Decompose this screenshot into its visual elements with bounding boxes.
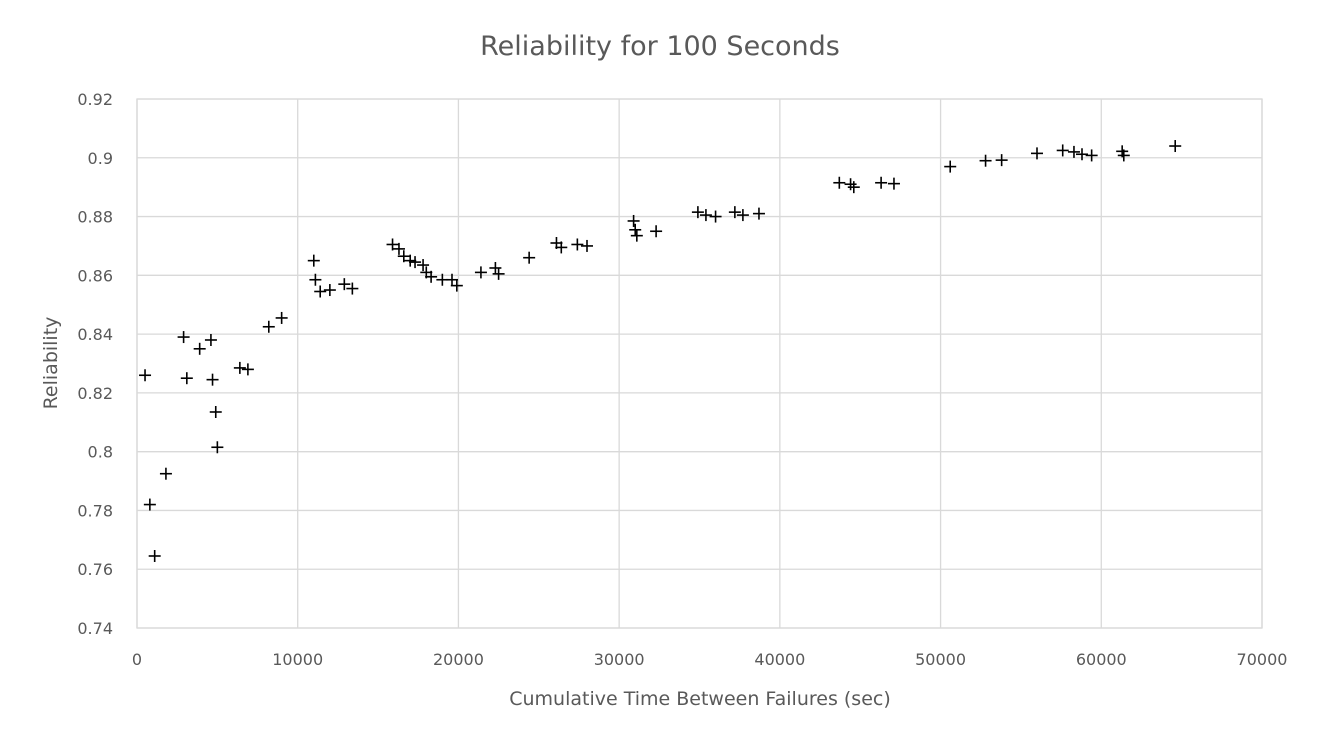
data-point: [148, 549, 161, 562]
data-point: [492, 267, 505, 280]
data-point: [489, 261, 502, 274]
data-point: [275, 311, 288, 324]
y-tick-label: 0.74: [77, 619, 113, 638]
y-tick-label: 0.84: [77, 325, 113, 344]
data-point: [1031, 147, 1043, 160]
data-point: [346, 282, 359, 295]
x-tick-label: 10000: [272, 650, 323, 669]
y-axis-label: Reliability: [40, 317, 62, 410]
data-point: [833, 176, 846, 189]
data-point: [847, 181, 860, 194]
data-point: [691, 206, 704, 219]
data-point: [204, 333, 217, 346]
y-tick-label: 0.8: [88, 443, 113, 462]
data-point: [177, 331, 190, 344]
data-point: [1067, 145, 1080, 158]
data-point: [159, 467, 172, 480]
data-point: [314, 285, 327, 298]
data-point: [446, 273, 458, 286]
data-point: [425, 270, 438, 283]
data-point: [417, 259, 430, 272]
y-tick-label: 0.88: [77, 208, 113, 227]
data-point: [474, 266, 487, 279]
data-point: [233, 361, 246, 374]
data-point: [386, 238, 399, 251]
y-tick-label: 0.86: [77, 266, 113, 285]
data-point: [241, 363, 254, 376]
data-point: [875, 176, 888, 189]
data-point: [1117, 149, 1130, 162]
data-point: [139, 369, 152, 382]
data-point: [307, 254, 320, 267]
data-point: [629, 223, 642, 236]
x-tick-label: 20000: [433, 650, 484, 669]
data-point: [995, 154, 1008, 167]
data-point: [143, 498, 156, 511]
data-point: [571, 238, 584, 251]
x-tick-label: 0: [132, 650, 142, 669]
data-point: [887, 177, 900, 190]
y-tick-label: 0.76: [77, 560, 113, 579]
data-point: [211, 441, 224, 454]
data-point: [844, 178, 857, 191]
data-point: [180, 372, 193, 385]
data-point: [450, 279, 463, 292]
x-tick-label: 50000: [915, 650, 966, 669]
y-tick-label: 0.78: [77, 501, 113, 520]
x-tick-label: 40000: [754, 650, 805, 669]
data-point: [1169, 140, 1182, 153]
x-axis-label: Cumulative Time Between Failures (sec): [509, 688, 891, 710]
data-point: [209, 405, 222, 418]
data-point: [555, 241, 568, 254]
plot-frame: [136, 98, 1263, 629]
data-point: [627, 214, 640, 227]
data-point: [1076, 148, 1088, 161]
data-point: [581, 239, 593, 252]
x-tick-label: 30000: [594, 650, 645, 669]
data-point: [709, 210, 722, 223]
data-point: [338, 278, 351, 291]
data-point: [1085, 149, 1098, 162]
data-point: [630, 229, 643, 242]
y-tick-label: 0.82: [77, 384, 113, 403]
data-point: [193, 342, 206, 355]
data-point: [409, 256, 422, 269]
chart-title: Reliability for 100 Seconds: [480, 31, 840, 62]
data-point: [262, 320, 275, 333]
x-tick-label: 60000: [1076, 650, 1127, 669]
data-point: [309, 273, 322, 286]
data-point: [404, 254, 417, 267]
data-point: [650, 225, 663, 238]
data-point: [206, 373, 219, 386]
data-point: [736, 209, 749, 222]
data-point: [323, 284, 336, 297]
gridlines: [136, 98, 1263, 629]
x-tick-label: 70000: [1237, 650, 1288, 669]
data-point: [979, 154, 992, 167]
data-point: [944, 160, 957, 173]
y-tick-label: 0.92: [77, 90, 113, 109]
x-axis-ticks: 0 10000 20000 30000 40000 50000 60000 70000: [132, 650, 1288, 669]
data-point: [752, 207, 765, 220]
data-point: [699, 209, 712, 222]
data-point: [523, 251, 536, 264]
data-point: [392, 242, 405, 255]
data-point: [728, 206, 741, 219]
y-axis-ticks: 0.74 0.76 0.78 0.8 0.82 0.84 0.86 0.88 0.9 0.92: [77, 90, 113, 638]
y-tick-label: 0.9: [88, 149, 113, 168]
data-point: [397, 250, 410, 263]
data-point: [1056, 144, 1069, 157]
data-points: [139, 140, 1182, 562]
